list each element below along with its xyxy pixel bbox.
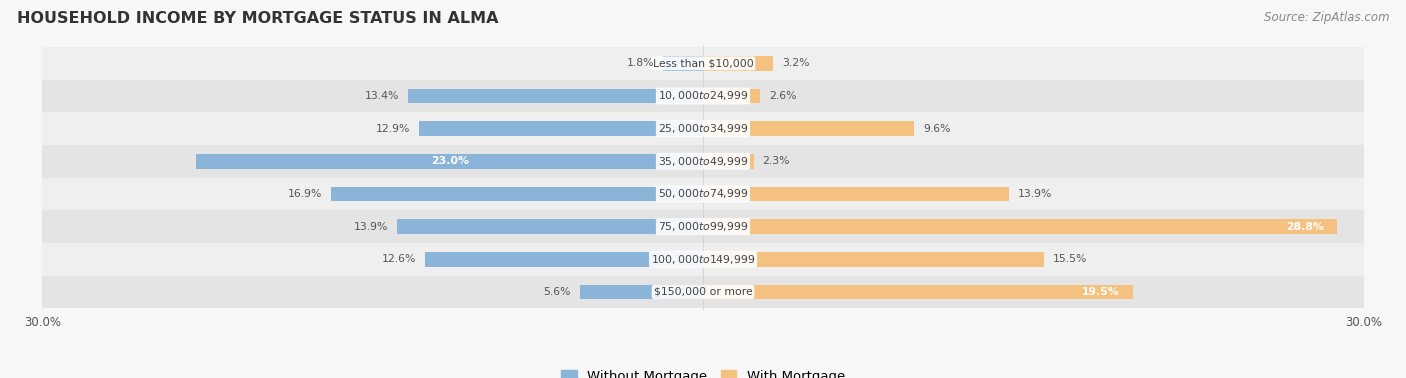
Bar	[703, 187, 1010, 201]
Text: 23.0%: 23.0%	[430, 156, 468, 166]
Bar	[408, 89, 703, 103]
Text: $25,000 to $34,999: $25,000 to $34,999	[658, 122, 748, 135]
Legend: Without Mortgage, With Mortgage: Without Mortgage, With Mortgage	[555, 364, 851, 378]
Text: $35,000 to $49,999: $35,000 to $49,999	[658, 155, 748, 168]
Bar	[42, 145, 1364, 178]
Text: 13.9%: 13.9%	[1018, 189, 1052, 199]
Bar	[419, 121, 703, 136]
Text: 12.6%: 12.6%	[382, 254, 416, 264]
Text: 12.9%: 12.9%	[375, 124, 411, 134]
Text: $50,000 to $74,999: $50,000 to $74,999	[658, 187, 748, 200]
Text: $150,000 or more: $150,000 or more	[654, 287, 752, 297]
Bar	[664, 56, 703, 71]
Text: HOUSEHOLD INCOME BY MORTGAGE STATUS IN ALMA: HOUSEHOLD INCOME BY MORTGAGE STATUS IN A…	[17, 11, 498, 26]
Text: 28.8%: 28.8%	[1286, 222, 1324, 232]
Bar	[703, 121, 914, 136]
Bar	[42, 112, 1364, 145]
Bar	[579, 285, 703, 299]
Text: $75,000 to $99,999: $75,000 to $99,999	[658, 220, 748, 233]
Text: 13.9%: 13.9%	[354, 222, 388, 232]
Bar	[703, 154, 754, 169]
Text: Source: ZipAtlas.com: Source: ZipAtlas.com	[1264, 11, 1389, 24]
Text: 13.4%: 13.4%	[364, 91, 399, 101]
Text: 19.5%: 19.5%	[1081, 287, 1119, 297]
Text: 9.6%: 9.6%	[924, 124, 950, 134]
Text: 3.2%: 3.2%	[782, 58, 810, 68]
Text: 5.6%: 5.6%	[543, 287, 571, 297]
Bar	[703, 252, 1045, 266]
Text: 15.5%: 15.5%	[1053, 254, 1088, 264]
Bar	[197, 154, 703, 169]
Bar	[330, 187, 703, 201]
Bar	[42, 80, 1364, 112]
Bar	[703, 285, 1133, 299]
Text: 2.6%: 2.6%	[769, 91, 797, 101]
Bar	[42, 210, 1364, 243]
Text: $100,000 to $149,999: $100,000 to $149,999	[651, 253, 755, 266]
Bar	[42, 47, 1364, 80]
Bar	[396, 219, 703, 234]
Text: 16.9%: 16.9%	[288, 189, 322, 199]
Bar	[42, 276, 1364, 308]
Bar	[703, 219, 1337, 234]
Text: 2.3%: 2.3%	[762, 156, 790, 166]
Text: $10,000 to $24,999: $10,000 to $24,999	[658, 90, 748, 102]
Bar	[426, 252, 703, 266]
Bar	[703, 89, 761, 103]
Bar	[703, 56, 773, 71]
Bar	[42, 178, 1364, 210]
Text: 1.8%: 1.8%	[627, 58, 655, 68]
Text: Less than $10,000: Less than $10,000	[652, 58, 754, 68]
Bar	[42, 243, 1364, 276]
